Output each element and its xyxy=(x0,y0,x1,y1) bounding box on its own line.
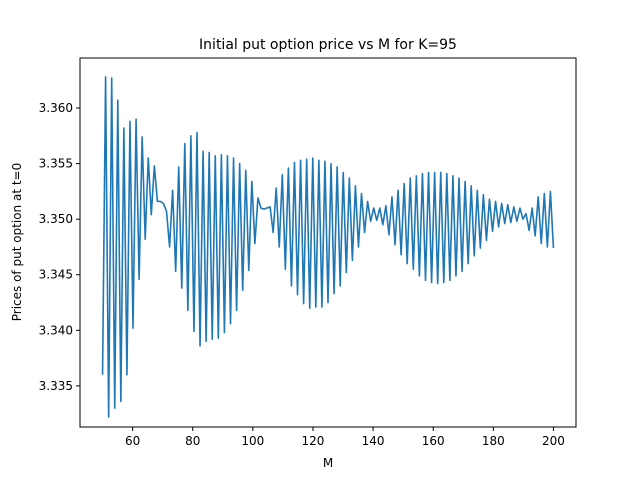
y-tick-label: 3.345 xyxy=(39,268,73,282)
y-axis-label: Prices of put option at t=0 xyxy=(10,163,24,322)
x-tick-label: 120 xyxy=(302,434,325,448)
x-tick-label: 160 xyxy=(422,434,445,448)
x-tick-label: 80 xyxy=(185,434,200,448)
x-tick-label: 180 xyxy=(482,434,505,448)
x-tick-label: 100 xyxy=(241,434,264,448)
y-tick-label: 3.360 xyxy=(39,101,73,115)
price-series-line xyxy=(101,76,555,418)
x-tick-label: 60 xyxy=(125,434,140,448)
chart-title: Initial put option price vs M for K=95 xyxy=(199,37,457,53)
x-tick-label: 200 xyxy=(542,434,565,448)
y-tick-label: 3.340 xyxy=(39,323,73,337)
y-tick-label: 3.355 xyxy=(39,157,73,171)
y-axis: 3.335 3.340 3.345 3.350 3.355 3.360 xyxy=(39,101,80,393)
plot-area xyxy=(101,76,555,418)
y-tick-label: 3.350 xyxy=(39,212,73,226)
x-axis-label: M xyxy=(323,456,333,470)
axes-frame xyxy=(79,57,577,428)
x-axis: 60 80 100 120 140 160 180 200 xyxy=(125,427,565,448)
y-tick-label: 3.335 xyxy=(39,379,73,393)
x-tick-label: 140 xyxy=(362,434,385,448)
